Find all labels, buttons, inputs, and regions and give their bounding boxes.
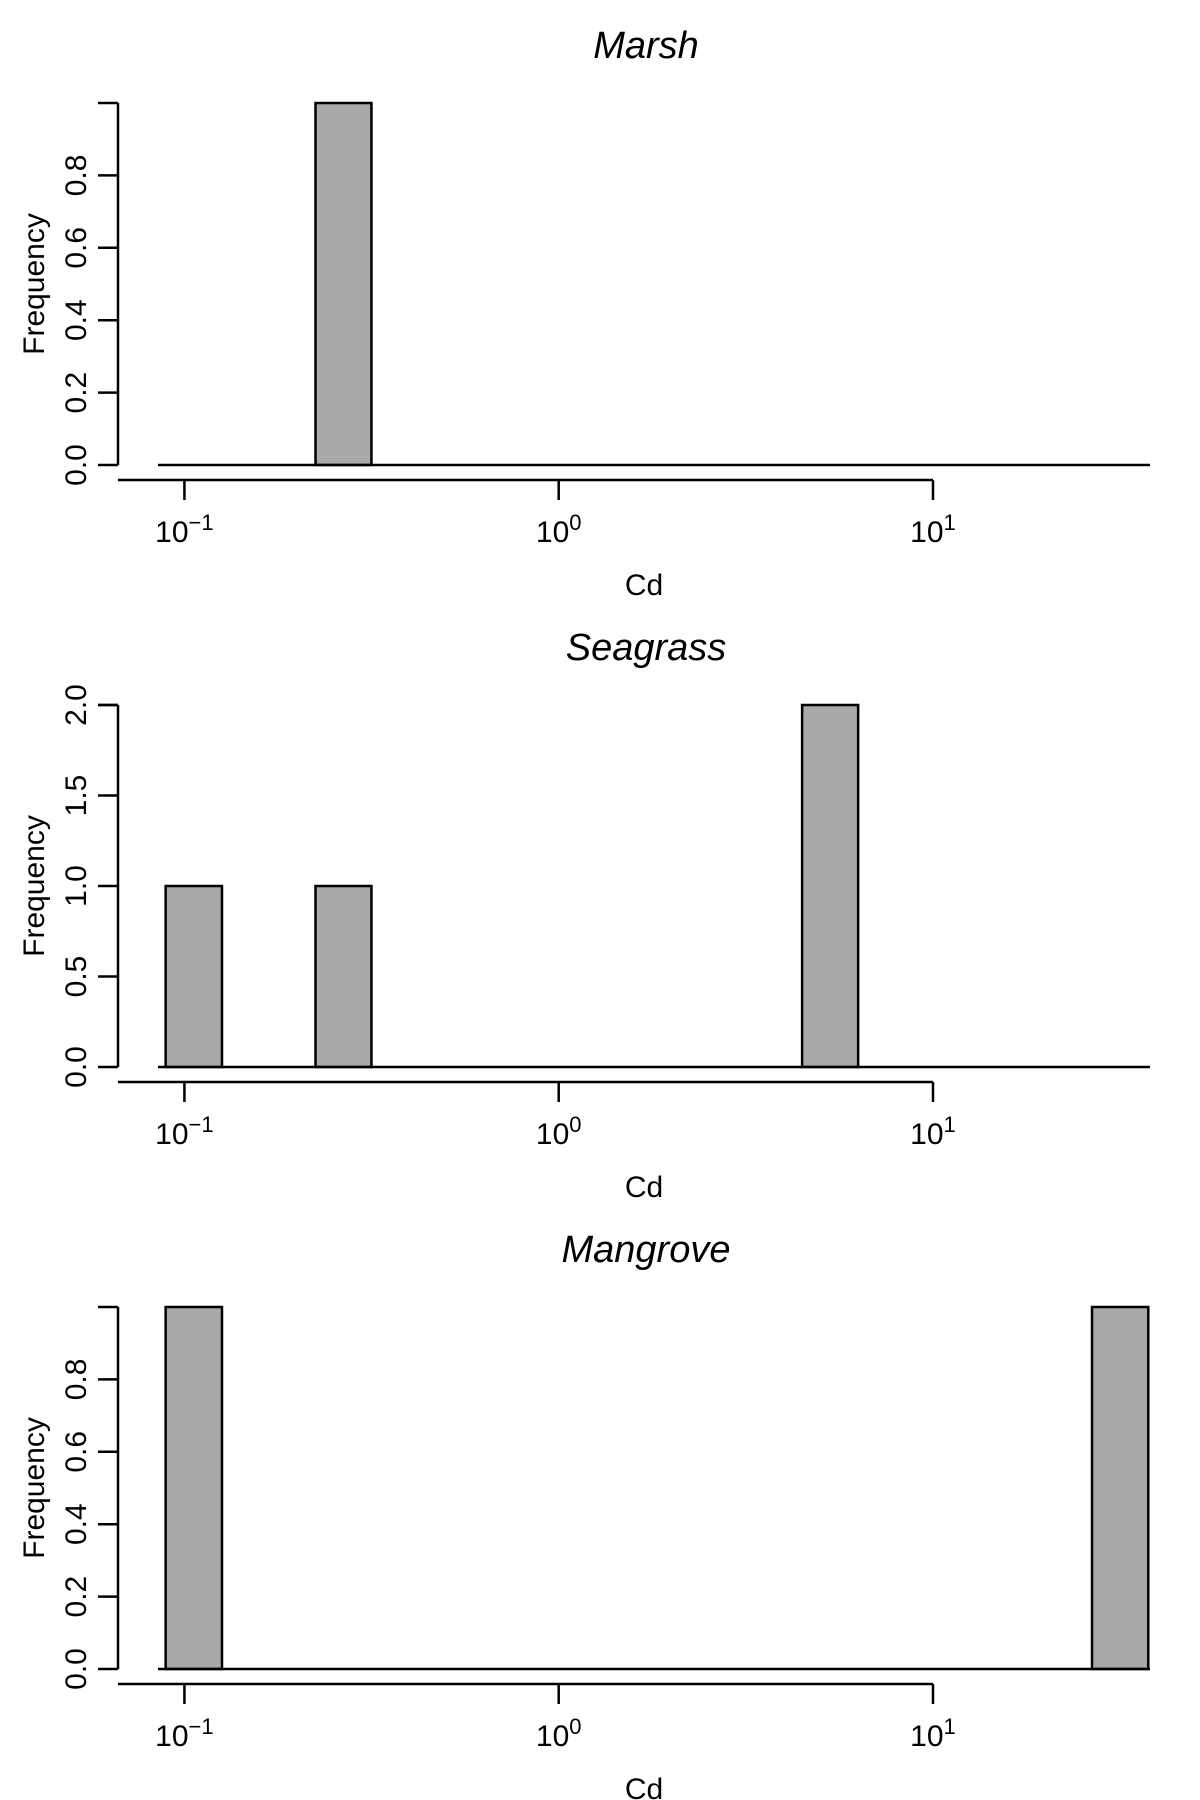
- y-tick-label: 0.0: [60, 1046, 93, 1088]
- y-tick-label: 0.2: [60, 372, 93, 414]
- panel-marsh: Marsh 0.0 0.2 0.4 0.6 0.8 Frequency 10−1 100 101 C…: [18, 25, 1150, 602]
- histogram-bar: [164, 1305, 224, 1671]
- y-tick-label: 0.6: [60, 227, 93, 269]
- histogram-bar: [800, 703, 860, 1069]
- y-tick-label: 0.5: [60, 956, 93, 998]
- y-tick-label: 0.0: [60, 444, 93, 486]
- panel-title: Marsh: [593, 25, 699, 67]
- x-axis-label: Cd: [625, 569, 663, 602]
- x-tick-label: 10−1: [155, 1112, 213, 1151]
- y-tick-label: 0.2: [60, 1576, 93, 1618]
- y-tick-label: 0.4: [60, 299, 93, 341]
- y-tick-label: 0.0: [60, 1648, 93, 1690]
- x-tick-label: 10−1: [155, 1714, 213, 1753]
- panel-title: Mangrove: [562, 1229, 731, 1271]
- panel-seagrass: Seagrass 0.0 0.5 1.0 1.5 2.0 Frequency 10−1 100 1…: [18, 627, 1150, 1204]
- y-tick-label: 0.8: [60, 155, 93, 197]
- y-tick-label: 0.6: [60, 1431, 93, 1473]
- x-axis-label: Cd: [625, 1773, 663, 1800]
- x-tick-label: 100: [536, 510, 582, 549]
- y-axis-label: Frequency: [18, 213, 51, 355]
- x-tick-label: 101: [910, 1112, 956, 1151]
- histogram-panels: Marsh 0.0 0.2 0.4 0.6 0.8 Frequency 10−1 100 101 C…: [18, 25, 1150, 1800]
- y-tick-label: 1.5: [60, 775, 93, 817]
- histogram-bar: [314, 101, 373, 467]
- x-axis-label: Cd: [625, 1171, 663, 1204]
- y-tick-label: 0.8: [60, 1359, 93, 1401]
- y-tick-label: 2.0: [60, 684, 93, 726]
- x-tick-label: 101: [910, 510, 956, 549]
- y-axis-label: Frequency: [18, 815, 51, 957]
- x-tick-label: 100: [536, 1714, 582, 1753]
- histogram-bar: [1090, 1305, 1150, 1671]
- y-tick-label: 0.4: [60, 1503, 93, 1545]
- x-tick-label: 100: [536, 1112, 582, 1151]
- histogram-bar: [164, 884, 224, 1069]
- panel-mangrove: Mangrove 0.0 0.2 0.4 0.6 0.8 Frequency 10−1 100 1…: [18, 1229, 1150, 1800]
- y-axis-label: Frequency: [18, 1417, 51, 1559]
- y-tick-label: 1.0: [60, 865, 93, 907]
- x-tick-label: 101: [910, 1714, 956, 1753]
- histogram-bar: [314, 884, 373, 1069]
- x-tick-label: 10−1: [155, 510, 213, 549]
- panel-title: Seagrass: [566, 627, 727, 669]
